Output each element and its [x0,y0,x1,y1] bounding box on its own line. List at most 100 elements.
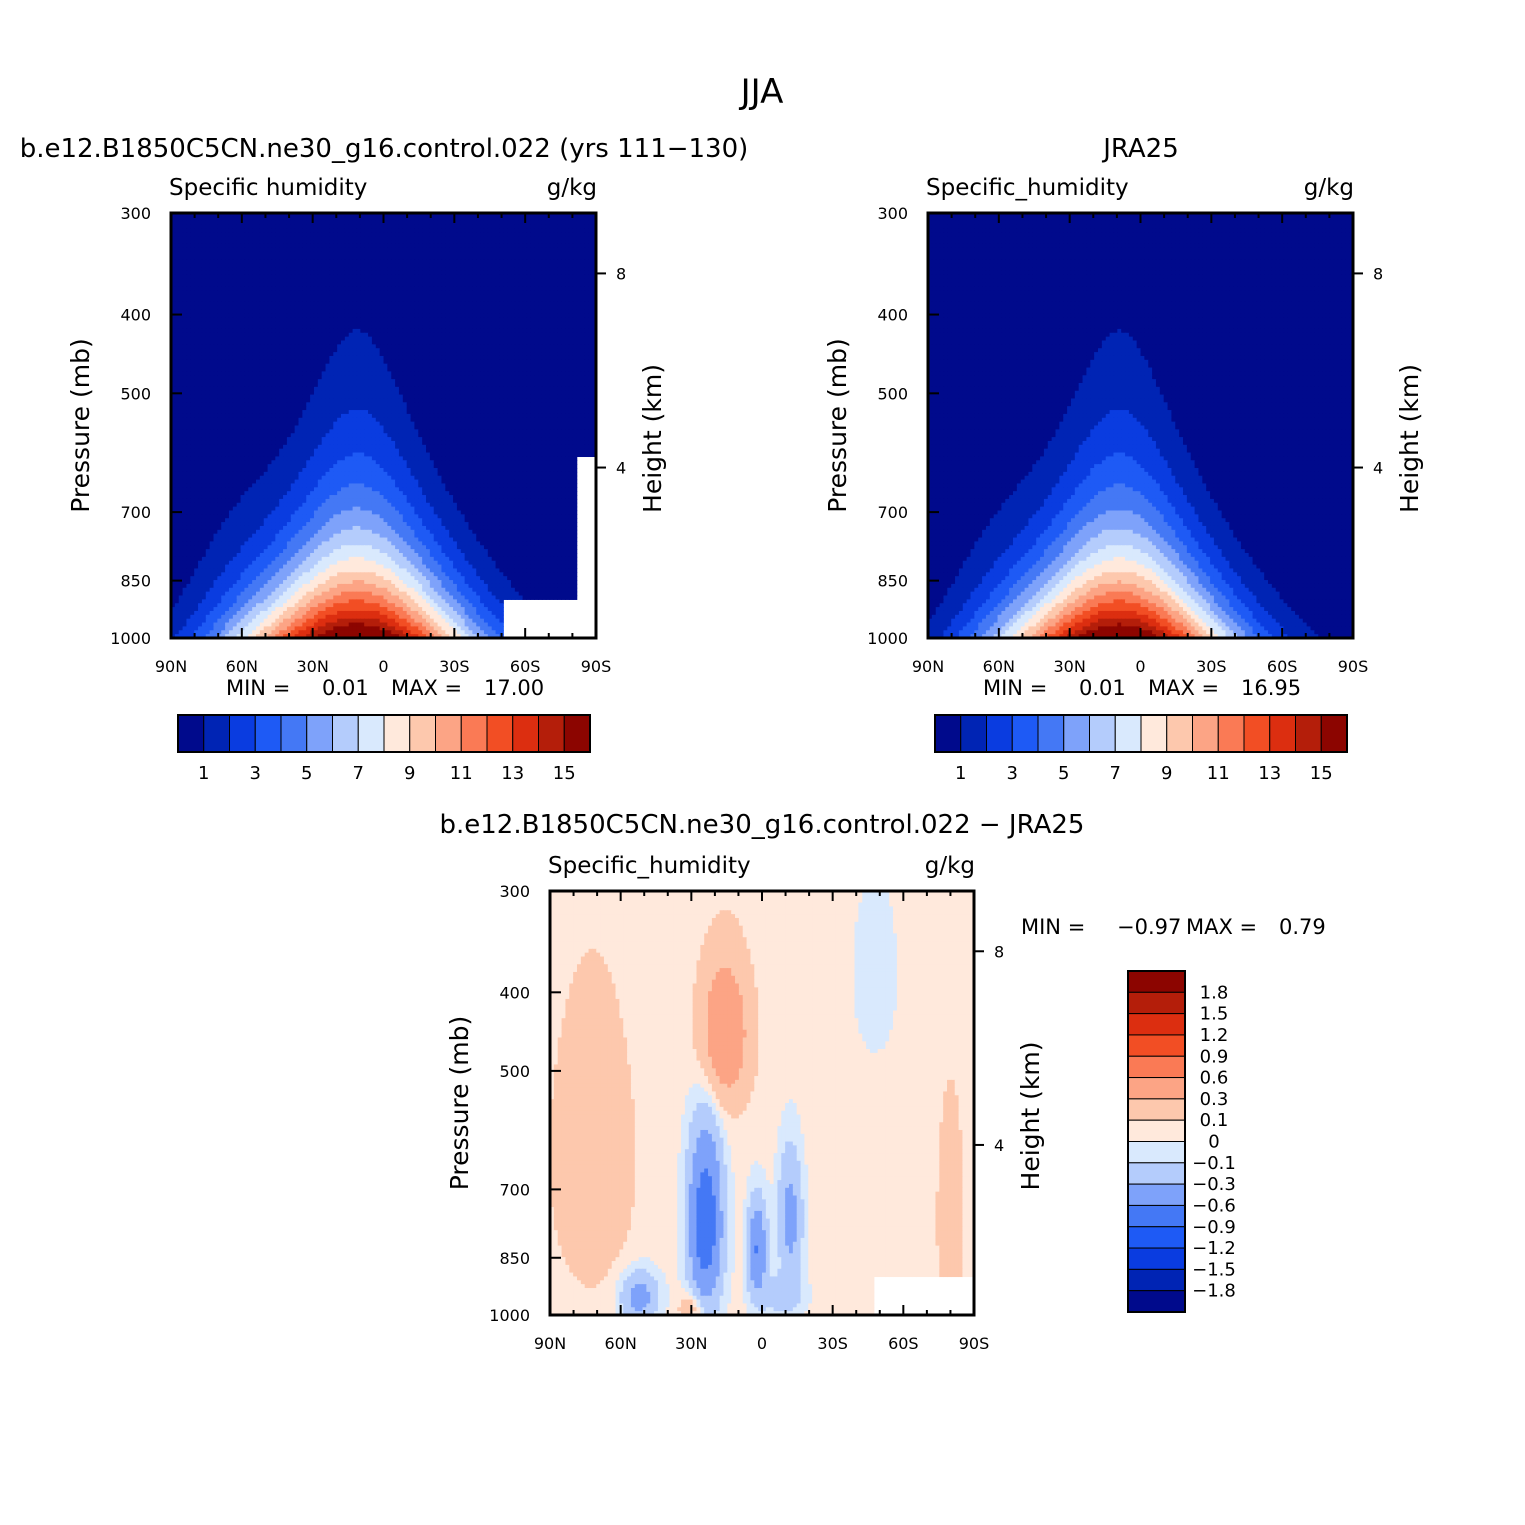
contour-cell [217,236,221,240]
contour-cell [241,286,245,290]
contour-cell [244,313,248,317]
contour-cell [229,283,233,287]
contour-cell [279,279,283,283]
contour-cell [445,375,449,379]
contour-cell [322,317,326,321]
contour-cell [542,356,546,360]
contour-cell [314,310,318,314]
contour-cell [507,375,511,379]
contour-cell [395,306,399,310]
contour-cell [368,248,372,252]
contour-cell [291,356,295,360]
contour-cell [387,321,391,325]
contour-cell [511,383,515,387]
contour-cell [283,379,287,383]
contour-cell [229,306,233,310]
contour-cell [387,263,391,267]
contour-cell [395,267,399,271]
contour-cell [333,221,337,225]
contour-cell [565,337,569,341]
contour-cell [515,244,519,248]
contour-cell [353,317,357,321]
contour-cell [565,267,569,271]
contour-cell [353,325,357,329]
contour-cell [225,302,229,306]
contour-cell [561,283,565,287]
contour-cell [271,283,275,287]
contour-cell [557,259,561,263]
contour-cell [291,221,295,225]
contour-cell [565,329,569,333]
contour-cell [546,221,550,225]
contour-cell [337,302,341,306]
contour-cell [275,240,279,244]
contour-cell [302,368,306,372]
contour-cell [414,313,418,317]
contour-cell [472,344,476,348]
contour-cell [511,310,515,314]
contour-cell [353,341,357,345]
contour-cell [314,271,318,275]
contour-cell [465,360,469,364]
contour-cell [538,306,542,310]
contour-cell [318,317,322,321]
contour-cell [198,240,202,244]
contour-cell [469,267,473,271]
contour-cell [445,325,449,329]
contour-cell [391,313,395,317]
contour-cell [244,375,248,379]
contour-cell [237,356,241,360]
contour-cell [557,325,561,329]
contour-cell [353,290,357,294]
contour-cell [461,286,465,290]
contour-cell [399,325,403,329]
contour-cell [291,225,295,229]
contour-cell [256,325,260,329]
contour-cell [554,271,558,275]
contour-cell [519,313,523,317]
contour-cell [376,321,380,325]
contour-cell [434,306,438,310]
contour-cell [503,244,507,248]
contour-cell [252,344,256,348]
contour-cell [588,283,592,287]
contour-cell [445,344,449,348]
contour-cell [349,360,353,364]
contour-cell [279,356,283,360]
contour-cell [356,252,360,256]
contour-cell [279,364,283,368]
contour-cell [318,344,322,348]
contour-cell [561,236,565,240]
contour-cell [411,283,415,287]
contour-cell [461,259,465,263]
contour-cell [206,217,210,221]
contour-cell [438,221,442,225]
contour-cell [368,341,372,345]
contour-cell [461,317,465,321]
contour-cell [581,375,585,379]
contour-cell [241,383,245,387]
contour-cell [503,317,507,321]
contour-cell [248,306,252,310]
contour-cell [349,344,353,348]
contour-cell [453,302,457,306]
contour-cell [488,275,492,279]
contour-cell [295,290,299,294]
contour-cell [519,310,523,314]
contour-cell [179,317,183,321]
contour-cell [225,344,229,348]
contour-cell [302,221,306,225]
contour-cell [426,360,430,364]
contour-cell [496,271,500,275]
contour-cell [496,294,500,298]
contour-cell [441,294,445,298]
contour-cell [557,225,561,229]
contour-cell [214,310,218,314]
contour-cell [492,352,496,356]
contour-cell [469,271,473,275]
contour-cell [499,379,503,383]
contour-cell [345,306,349,310]
contour-cell [310,368,314,372]
contour-cell [326,321,330,325]
contour-cell [225,232,229,236]
